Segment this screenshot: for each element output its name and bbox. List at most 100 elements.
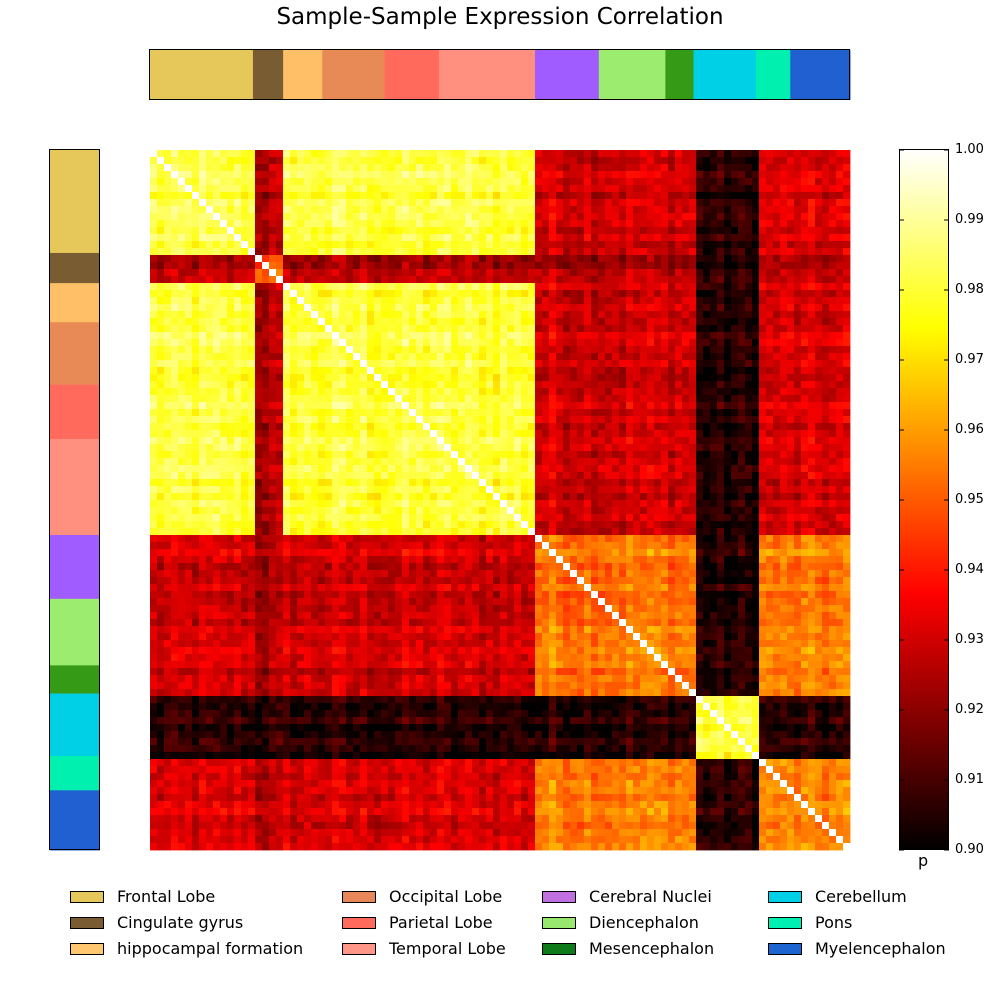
heatmap-cell: [766, 346, 774, 354]
heatmap-cell: [227, 479, 235, 487]
heatmap-cell: [255, 304, 263, 312]
heatmap-cell: [332, 423, 340, 431]
heatmap-cell: [605, 409, 613, 417]
heatmap-cell: [584, 444, 592, 452]
heatmap-cell: [290, 339, 298, 347]
heatmap-cell: [479, 451, 487, 459]
heatmap-cell: [752, 178, 760, 186]
heatmap-cell: [472, 409, 480, 417]
heatmap-cell: [304, 150, 312, 158]
heatmap-cell: [542, 353, 550, 361]
heatmap-cell: [430, 409, 438, 417]
heatmap-cell: [654, 451, 662, 459]
heatmap-cell: [752, 479, 760, 487]
heatmap-cell: [521, 423, 529, 431]
heatmap-cell: [682, 178, 690, 186]
heatmap-cell: [262, 458, 270, 466]
heatmap-cell: [836, 164, 844, 172]
heatmap-cell: [479, 444, 487, 452]
heatmap-cell: [402, 409, 410, 417]
heatmap-cell: [780, 458, 788, 466]
heatmap-cell: [619, 360, 627, 368]
heatmap-cell: [479, 269, 487, 277]
heatmap-cell: [766, 437, 774, 445]
heatmap-cell: [171, 451, 179, 459]
heatmap-cell: [332, 332, 340, 340]
heatmap-cell: [689, 213, 697, 221]
heatmap-cell: [206, 486, 214, 494]
heatmap-cell: [451, 381, 459, 389]
heatmap-cell: [311, 451, 319, 459]
heatmap-cell: [353, 199, 361, 207]
left-bar-segment: [50, 665, 100, 695]
heatmap-cell: [402, 325, 410, 333]
heatmap-cell: [486, 311, 494, 319]
heatmap-cell: [570, 150, 578, 158]
heatmap-cell: [514, 213, 522, 221]
heatmap-cell: [381, 486, 389, 494]
heatmap-cell: [297, 409, 305, 417]
heatmap-cell: [577, 381, 585, 389]
heatmap-cell: [255, 150, 263, 158]
heatmap-cell: [745, 227, 753, 235]
heatmap-cell: [507, 458, 515, 466]
heatmap-cell: [598, 430, 606, 438]
heatmap-cell: [150, 430, 158, 438]
heatmap-cell: [465, 157, 473, 165]
heatmap-cell: [472, 353, 480, 361]
heatmap-cell: [157, 318, 165, 326]
heatmap-cell: [717, 430, 725, 438]
heatmap-cell: [367, 164, 375, 172]
heatmap-cell: [297, 458, 305, 466]
heatmap-cell: [458, 437, 466, 445]
heatmap-cell: [836, 332, 844, 340]
heatmap-cell: [752, 325, 760, 333]
heatmap-cell: [689, 234, 697, 242]
heatmap-cell: [843, 325, 851, 333]
heatmap-cell: [164, 374, 172, 382]
heatmap-cell: [829, 472, 837, 480]
heatmap-cell: [605, 360, 613, 368]
heatmap-cell: [787, 171, 795, 179]
heatmap-cell: [465, 444, 473, 452]
heatmap-cell: [339, 465, 347, 473]
heatmap-cell: [381, 213, 389, 221]
heatmap-cell: [206, 262, 214, 270]
heatmap-cell: [213, 423, 221, 431]
heatmap-cell: [234, 353, 242, 361]
heatmap-cell: [388, 325, 396, 333]
heatmap-cell: [703, 402, 711, 410]
heatmap-cell: [661, 311, 669, 319]
heatmap-cell: [402, 150, 410, 158]
heatmap-cell: [339, 248, 347, 256]
heatmap-cell: [549, 402, 557, 410]
heatmap-cell: [801, 479, 809, 487]
heatmap-cell: [234, 416, 242, 424]
heatmap-cell: [255, 360, 263, 368]
heatmap-cell: [458, 458, 466, 466]
heatmap-cell: [374, 178, 382, 186]
heatmap-cell: [612, 311, 620, 319]
heatmap-cell: [332, 248, 340, 256]
heatmap-cell: [570, 213, 578, 221]
heatmap-cell: [192, 269, 200, 277]
heatmap-cell: [248, 444, 256, 452]
heatmap-cell: [353, 213, 361, 221]
heatmap-cell: [682, 192, 690, 200]
heatmap-cell: [213, 199, 221, 207]
heatmap-cell: [241, 192, 249, 200]
heatmap-cell: [563, 360, 571, 368]
heatmap-cell: [444, 402, 452, 410]
heatmap-cell: [612, 353, 620, 361]
heatmap-cell: [577, 409, 585, 417]
heatmap-cell: [528, 199, 536, 207]
heatmap-cell: [430, 402, 438, 410]
heatmap-cell: [185, 325, 193, 333]
heatmap-cell: [738, 248, 746, 256]
heatmap-cell: [192, 388, 200, 396]
heatmap-cell: [584, 164, 592, 172]
heatmap-cell: [759, 430, 767, 438]
heatmap-cell: [682, 388, 690, 396]
heatmap-cell: [171, 353, 179, 361]
heatmap-cell: [759, 262, 767, 270]
